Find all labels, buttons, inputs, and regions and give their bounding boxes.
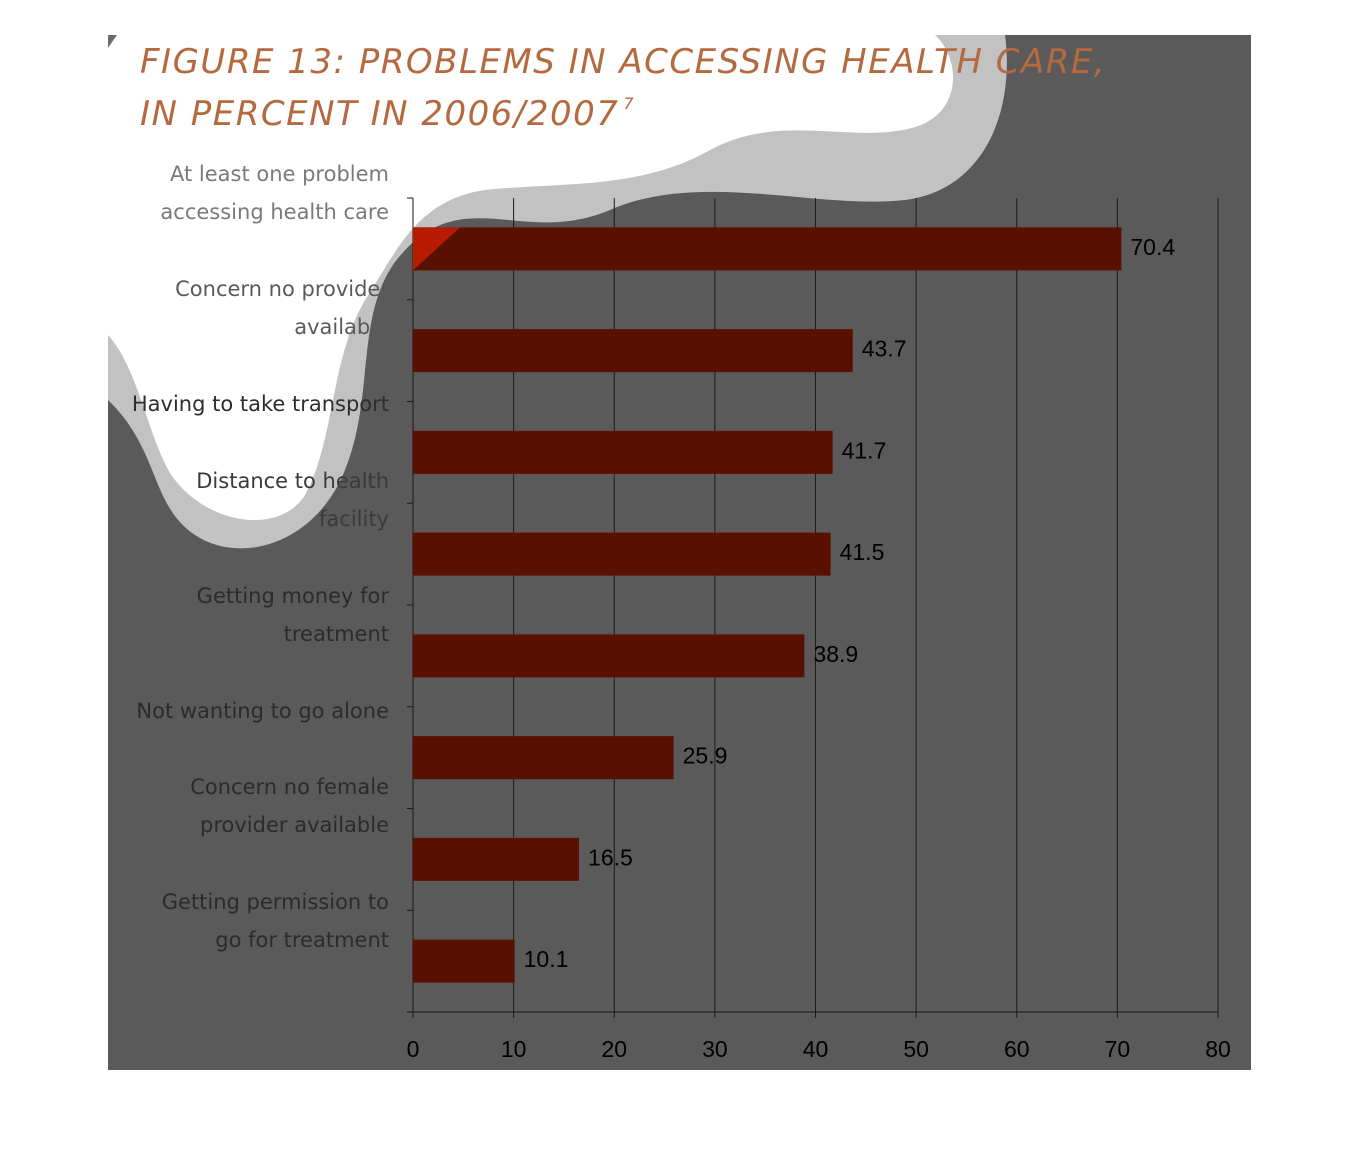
bar-highlight: [413, 227, 460, 271]
bar: [413, 227, 1122, 271]
corner-mark: [108, 35, 117, 48]
bar: [413, 736, 674, 780]
x-tick-label: 80: [1205, 1036, 1231, 1062]
category-label: At least one problem accessing health ca…: [160, 162, 389, 224]
x-tick-label: 0: [407, 1036, 420, 1062]
data-label: 38.9: [813, 641, 858, 667]
x-tick-label: 50: [903, 1036, 929, 1062]
chart-title-line-2: IN PERCENT IN 2006/2007 7: [140, 94, 635, 134]
data-label: 43.7: [862, 336, 907, 362]
category-label: Not wanting to go alone: [136, 699, 389, 723]
bar: [413, 329, 853, 373]
bar: [413, 634, 805, 678]
chart-title-line-2-text: IN PERCENT IN 2006/2007: [140, 94, 620, 134]
data-label: 25.9: [683, 743, 728, 769]
category-label: Concern no provider available: [175, 277, 389, 339]
white-swoosh: [108, 35, 954, 521]
x-tick-label: 20: [601, 1036, 627, 1062]
category-label: Getting money for treatment: [196, 584, 389, 646]
category-label: Getting permission to go for treatment: [161, 890, 389, 952]
chart-title-line-1: FIGURE 13: PROBLEMS IN ACCESSING HEALTH …: [140, 42, 1107, 82]
x-tick-label: 30: [702, 1036, 728, 1062]
x-tick-label: 60: [1004, 1036, 1030, 1062]
x-tick-label: 40: [803, 1036, 829, 1062]
data-label: 70.4: [1130, 234, 1175, 260]
x-tick-label: 70: [1105, 1036, 1131, 1062]
x-tick-label: 10: [501, 1036, 527, 1062]
category-label: Distance to health facility: [196, 469, 389, 531]
footnote-mark: 7: [623, 94, 636, 113]
bar: [413, 837, 580, 881]
category-label: Having to take transport: [131, 392, 389, 416]
data-label: 10.1: [524, 946, 569, 972]
data-label: 16.5: [588, 844, 633, 870]
data-label: 41.5: [840, 539, 885, 565]
data-label: 41.7: [842, 437, 887, 463]
bar: [413, 532, 831, 576]
bar: [413, 430, 833, 474]
category-label: Concern no female provider available: [190, 775, 389, 837]
bar: [413, 939, 515, 983]
